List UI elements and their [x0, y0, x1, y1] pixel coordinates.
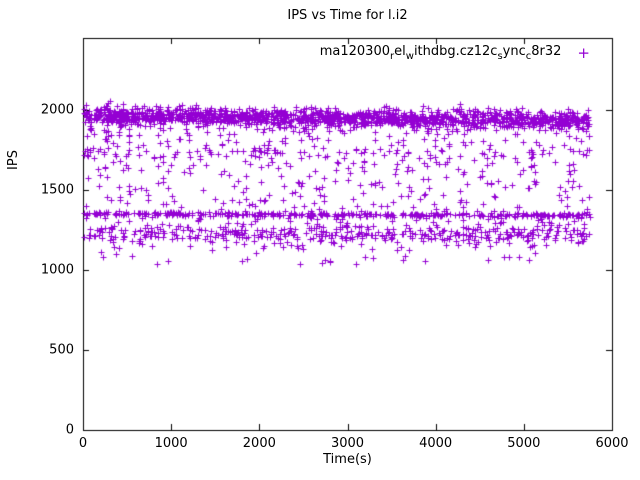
chart-title: IPS vs Time for l.i2 [287, 8, 408, 23]
y-tick-label: 2000 [40, 102, 74, 118]
x-tick-label: 5000 [507, 436, 541, 451]
x-tick-label: 6000 [595, 436, 629, 451]
y-tick-label: 1000 [40, 262, 74, 278]
x-tick-label: 2000 [242, 436, 276, 451]
legend-text-segment: ma120300 [319, 44, 390, 59]
legend-subscript: c [525, 51, 532, 62]
legend-text-segment: el [394, 44, 406, 59]
y-tick-label: 500 [49, 342, 74, 358]
legend-subscript: w [405, 51, 414, 62]
x-tick-label: 0 [78, 436, 88, 451]
y-axis-label: IPS [6, 150, 21, 170]
x-tick-label: 3000 [330, 436, 365, 451]
legend: ma120300relwithdbg.cz12csyncc8r32 + [320, 44, 590, 62]
legend-text-segment: ync [502, 44, 526, 59]
x-tick-label: 1000 [154, 436, 188, 451]
x-tick-label: 4000 [419, 436, 453, 451]
legend-subscript: r [390, 51, 395, 62]
legend-subscript: s [497, 51, 503, 62]
x-axis-label: Time(s) [323, 452, 372, 467]
legend-point-marker-icon: + [577, 43, 590, 62]
y-tick-label: 0 [65, 422, 74, 438]
y-tick-label: 1500 [40, 182, 74, 198]
legend-series-label: ma120300relwithdbg.cz12csyncc8r32 [320, 44, 562, 62]
legend-text-segment: 8r32 [531, 44, 562, 59]
legend-text-segment: ithdbg.cz12c [413, 44, 498, 59]
